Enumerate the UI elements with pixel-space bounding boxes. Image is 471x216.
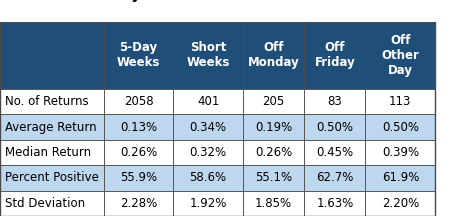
Bar	[304, 22, 365, 89]
Bar	[0, 165, 104, 191]
Text: 0.45%: 0.45%	[317, 146, 353, 159]
Bar	[304, 89, 365, 114]
Text: 5-Day
Weeks: 5-Day Weeks	[117, 41, 160, 70]
Text: 0.39%: 0.39%	[382, 146, 419, 159]
Bar	[243, 114, 304, 140]
Text: 0.13%: 0.13%	[120, 121, 157, 133]
Bar	[173, 114, 243, 140]
Text: S&P 500 Weekly Returns Since 1971: S&P 500 Weekly Returns Since 1971	[6, 0, 307, 2]
Bar	[104, 22, 173, 89]
Text: Median Return: Median Return	[5, 146, 91, 159]
Bar	[365, 22, 435, 89]
Bar	[0, 140, 104, 165]
Bar	[0, 89, 104, 114]
Text: 55.1%: 55.1%	[255, 171, 292, 184]
Bar	[243, 140, 304, 165]
Text: 0.50%: 0.50%	[317, 121, 353, 133]
Bar	[304, 140, 365, 165]
Bar	[173, 22, 243, 89]
Bar	[243, 165, 304, 191]
Text: 55.9%: 55.9%	[120, 171, 157, 184]
Text: 1.63%: 1.63%	[316, 197, 354, 210]
Bar	[365, 89, 435, 114]
Bar	[365, 140, 435, 165]
Bar	[173, 191, 243, 216]
Text: 2058: 2058	[124, 95, 153, 108]
Text: 113: 113	[389, 95, 412, 108]
Bar	[104, 140, 173, 165]
Bar	[365, 165, 435, 191]
Text: 62.7%: 62.7%	[316, 171, 354, 184]
Bar	[243, 191, 304, 216]
Bar	[173, 89, 243, 114]
Text: Short
Weeks: Short Weeks	[187, 41, 230, 70]
Text: 0.26%: 0.26%	[120, 146, 157, 159]
Text: Percent Positive: Percent Positive	[5, 171, 98, 184]
Text: 61.9%: 61.9%	[382, 171, 419, 184]
Bar	[304, 165, 365, 191]
Text: Average Return: Average Return	[5, 121, 97, 133]
Bar	[104, 114, 173, 140]
Text: 401: 401	[197, 95, 219, 108]
Text: Off
Friday: Off Friday	[315, 41, 355, 70]
Text: 0.19%: 0.19%	[255, 121, 292, 133]
Text: No. of Returns: No. of Returns	[5, 95, 89, 108]
Text: 205: 205	[262, 95, 285, 108]
Bar	[0, 22, 104, 89]
Text: Off
Other
Day: Off Other Day	[382, 34, 419, 77]
Bar	[104, 165, 173, 191]
Bar	[243, 22, 304, 89]
Text: Off
Monday: Off Monday	[248, 41, 300, 70]
Text: 0.34%: 0.34%	[190, 121, 227, 133]
Bar	[0, 114, 104, 140]
Bar	[104, 191, 173, 216]
Text: 2.28%: 2.28%	[120, 197, 157, 210]
Bar	[173, 165, 243, 191]
Text: 1.85%: 1.85%	[255, 197, 292, 210]
Text: 0.32%: 0.32%	[190, 146, 227, 159]
Bar	[304, 114, 365, 140]
Bar	[243, 89, 304, 114]
Text: Std Deviation: Std Deviation	[5, 197, 85, 210]
Text: 1.92%: 1.92%	[189, 197, 227, 210]
Text: 0.26%: 0.26%	[255, 146, 292, 159]
Text: 0.50%: 0.50%	[382, 121, 419, 133]
Text: 2.20%: 2.20%	[382, 197, 419, 210]
Bar	[104, 89, 173, 114]
Text: 83: 83	[327, 95, 342, 108]
Bar	[0, 191, 104, 216]
Text: 58.6%: 58.6%	[190, 171, 227, 184]
Bar	[365, 191, 435, 216]
Bar	[304, 191, 365, 216]
Bar	[365, 114, 435, 140]
Bar	[173, 140, 243, 165]
